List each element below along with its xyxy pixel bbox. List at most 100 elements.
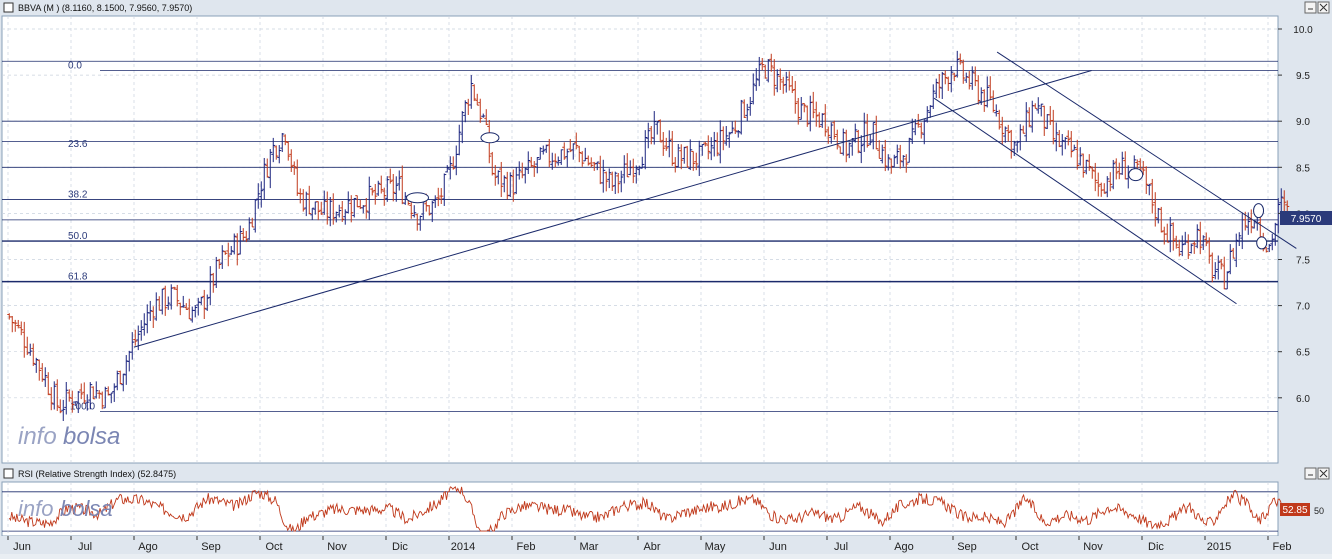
ohlc-bar [964,72,969,83]
x-tick-label: Jul [78,541,92,553]
main-plot-area [1,15,1279,464]
ohlc-bar [601,159,606,193]
ohlc-bar [625,153,630,178]
ohlc-bar [292,161,297,175]
watermark-info: info [18,423,57,450]
ohlc-bar [88,382,93,410]
panel-menu-icon[interactable] [3,2,14,13]
ohlc-bar [703,141,708,147]
x-tick-label: Nov [327,541,347,553]
ohlc-bar [205,294,210,311]
ohlc-bar [385,176,390,202]
ohlc-bar [91,386,96,400]
x-tick-label: Dic [1148,541,1164,553]
ohlc-bar [1081,153,1086,178]
y-tick-label: 7.0 [1296,302,1310,313]
ohlc-bar [373,183,378,205]
ohlc-bar [610,171,615,191]
ohlc-bar [994,104,999,117]
ohlc-bar [784,71,789,93]
rsi-minimize-button[interactable] [1304,467,1317,480]
ohlc-bar [238,225,243,255]
ohlc-bar [769,53,774,72]
ohlc-bar [1234,233,1239,268]
ohlc-bar [166,296,171,310]
ohlc-bar [49,387,54,411]
ohlc-bar [922,118,927,145]
x-tick-label: Feb [517,541,536,553]
ohlc-bar [256,183,261,209]
ohlc-bar [475,93,480,106]
ohlc-bar [1015,140,1020,153]
trendlines [133,51,1297,348]
ohlc-bar [310,207,315,220]
ohlc-bar [772,59,777,96]
ohlc-bar [340,201,345,222]
ohlc-bar [970,66,975,90]
close-icon [1319,3,1328,12]
ohlc-bar [892,154,897,168]
ohlc-bar [133,329,138,346]
rsi-menu-icon[interactable] [3,468,14,479]
fib-label: 50.0 [68,231,88,242]
rsi-title: RSI (Relative Strength Index) (52.8475) [18,469,176,479]
ohlc-bar [991,90,996,113]
x-tick-label: Sep [957,541,977,553]
ohlc-bar [853,123,858,143]
ohlc-bar [370,187,375,196]
ohlc-bar [745,103,750,122]
ohlc-bar [661,132,666,156]
ohlc-bar [934,78,939,99]
ohlc-bar [1207,237,1212,264]
ohlc-bar [1189,243,1194,254]
ohlc-bar [709,137,714,161]
ohlc-bar [925,106,930,123]
ohlc-bar [751,73,756,105]
ohlc-bar [577,145,582,163]
ohlc-bar [1078,147,1083,166]
trendline [133,70,1092,348]
ohlc-bar [289,149,294,173]
ohlc-bar [664,137,669,151]
ohlc-bar [700,144,705,156]
ohlc-bar [244,230,249,243]
ohlc-bar [1231,247,1236,259]
ohlc-bar [142,313,147,336]
ellipse-mark [1253,203,1265,219]
ohlc-bar [952,72,957,82]
ohlc-bar [652,111,657,145]
ohlc-bar [16,319,21,329]
minimize-button[interactable] [1304,1,1317,14]
ohlc-bar [637,165,642,176]
ohlc-bar [484,109,489,126]
ohlc-bar [343,209,348,225]
ohlc-bar [1219,258,1224,270]
ohlc-bar [1066,130,1071,146]
rsi-watermark-info: info [18,496,53,521]
ohlc-bar [811,91,816,119]
ohlc-bar [460,111,465,144]
ohlc-bar [1276,198,1281,234]
trendline [933,97,1237,305]
ohlc-bar [388,168,393,184]
x-axis: Jun Jul Ago Sep Oct Nov Dic 2014 Feb Mar Abr May Jun… [0,536,1332,554]
ohlc-bar [115,370,120,391]
ohlc-bar [472,84,477,102]
ohlc-bar [619,170,624,193]
ohlc-bar [1063,137,1068,150]
rsi-watermark: info bolsa [18,496,113,521]
ohlc-bar [250,217,255,228]
ohlc-bar [1171,222,1176,251]
ohlc-bar [112,383,117,402]
watermark-bolsa: bolsa [63,423,120,450]
ohlc-bar [85,394,90,411]
ohlc-bar [532,160,537,177]
fib-label: 38.2 [68,190,88,201]
ohlc-bar [1282,190,1287,212]
ohlc-bar [829,122,834,144]
ohlc-bar [259,181,264,208]
ohlc-bar [538,147,543,160]
ohlc-bar [442,173,447,206]
ohlc-bar [445,165,450,173]
ohlc-bar [541,145,546,155]
